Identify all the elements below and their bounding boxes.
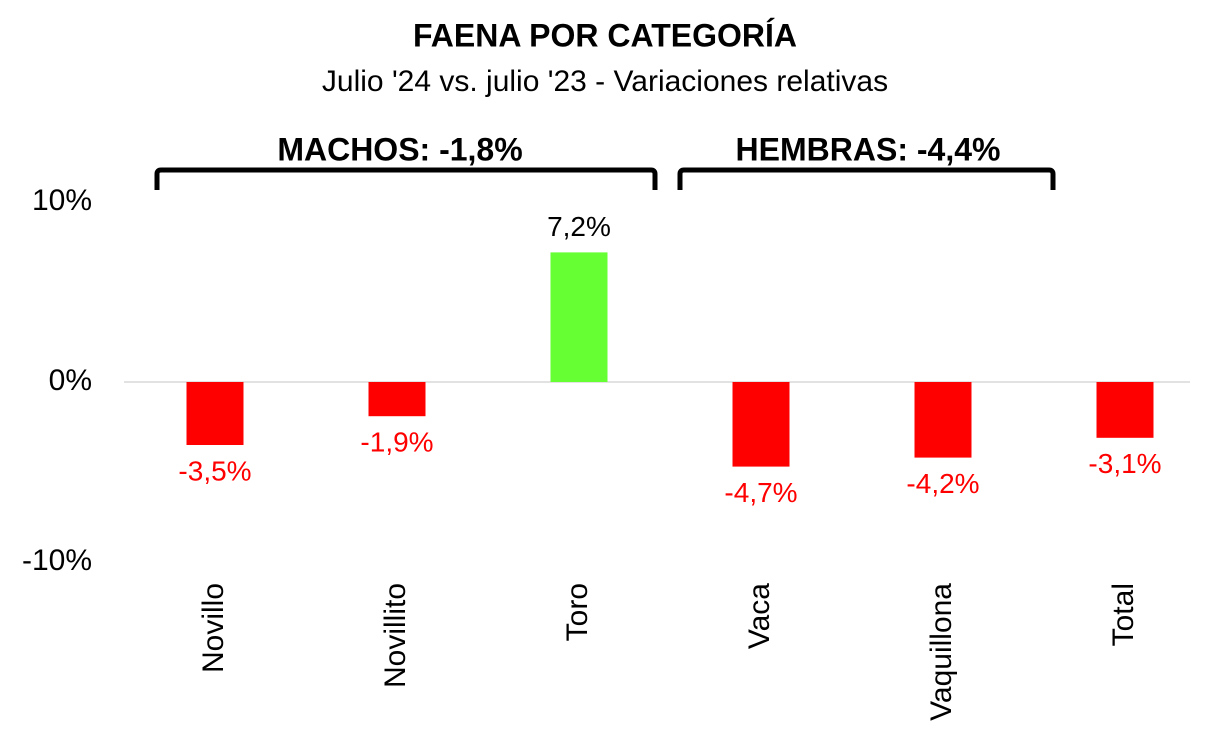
bar	[550, 252, 608, 382]
x-tick-label: Novillo	[197, 583, 230, 673]
data-label: 7,2%	[547, 211, 611, 242]
x-tick-label: Vaquillona	[925, 583, 958, 721]
x-tick-label: Vaca	[743, 583, 776, 649]
y-tick-label: 10%	[32, 184, 92, 217]
data-label: -4,2%	[906, 468, 979, 499]
y-tick-label: -10%	[22, 544, 92, 577]
data-label: -3,1%	[1088, 448, 1161, 479]
chart-title: FAENA POR CATEGORÍA	[413, 17, 797, 53]
data-label: -4,7%	[724, 477, 797, 508]
bar	[732, 382, 790, 467]
group-label: MACHOS: -1,8%	[277, 131, 522, 167]
group-bracket	[677, 167, 1056, 190]
group-label: HEMBRAS: -4,4%	[736, 131, 1001, 167]
data-label: -3,5%	[178, 455, 251, 486]
bar	[1096, 382, 1154, 438]
y-tick-label: 0%	[49, 364, 92, 397]
x-tick-label: Total	[1107, 583, 1140, 646]
bar	[186, 382, 244, 445]
bar	[368, 382, 426, 417]
chart-subtitle: Julio '24 vs. julio '23 - Variaciones re…	[322, 65, 888, 98]
group-bracket	[154, 167, 658, 190]
bar	[914, 382, 972, 458]
x-tick-label: Novillito	[379, 583, 412, 688]
data-label: -1,9%	[360, 427, 433, 458]
x-tick-label: Toro	[561, 583, 594, 641]
